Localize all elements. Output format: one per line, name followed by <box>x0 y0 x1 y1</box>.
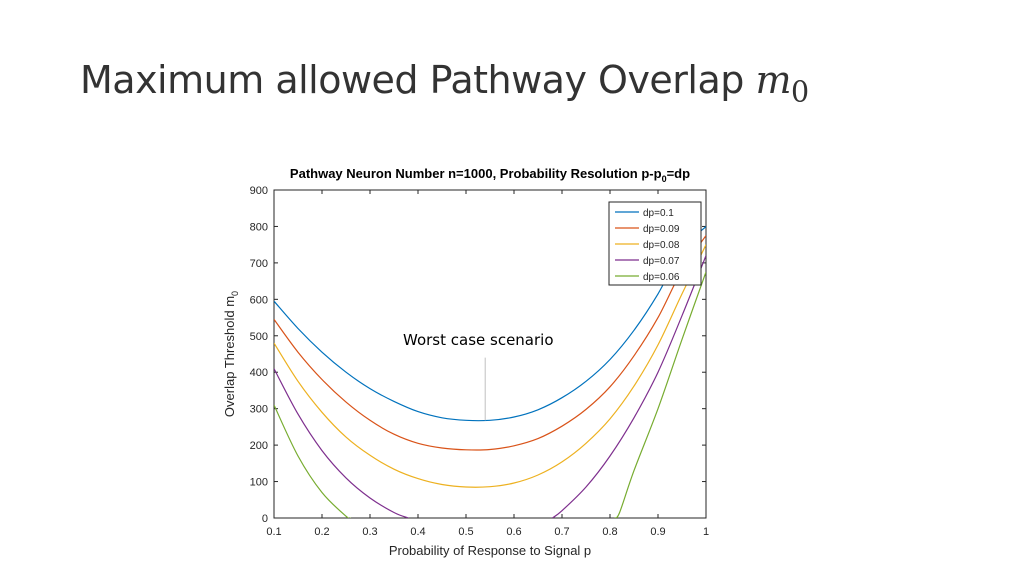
x-tick-label: 0.9 <box>650 526 665 538</box>
x-tick-label: 1 <box>703 526 709 538</box>
series-line-dp-0-07 <box>274 368 409 518</box>
y-axis-label: Overlap Threshold m0 <box>222 291 240 417</box>
x-tick-label: 0.2 <box>314 526 329 538</box>
y-tick-label: 300 <box>250 404 268 416</box>
y-tick-label: 100 <box>250 477 268 489</box>
title-math: m0 <box>755 58 809 109</box>
legend-label: dp=0.07 <box>643 256 680 267</box>
slide-title: Maximum allowed Pathway Overlap m0 <box>80 58 809 109</box>
y-tick-label: 800 <box>250 221 268 233</box>
legend-label: dp=0.09 <box>643 224 680 235</box>
y-tick-label: 200 <box>250 440 268 452</box>
y-tick-label: 600 <box>250 294 268 306</box>
x-tick-label: 0.1 <box>266 526 281 538</box>
x-tick-label: 0.7 <box>554 526 569 538</box>
series-line-dp-0-09 <box>274 235 706 451</box>
worst-case-annotation: Worst case scenario <box>403 331 554 349</box>
series-line-dp-0-07 <box>552 255 706 518</box>
y-tick-label: 500 <box>250 331 268 343</box>
x-tick-label: 0.5 <box>458 526 473 538</box>
y-tick-label: 900 <box>250 185 268 197</box>
x-tick-label: 0.4 <box>410 526 425 538</box>
series-line-dp-0-06 <box>274 404 352 518</box>
legend-label: dp=0.1 <box>643 208 674 219</box>
y-tick-label: 0 <box>262 513 268 525</box>
chart-title: Pathway Neuron Number n=1000, Probabilit… <box>290 166 690 184</box>
title-math-sub: 0 <box>791 75 809 109</box>
slide-title-text: Maximum allowed Pathway Overlap <box>80 58 756 102</box>
series-line-dp-0-08 <box>274 244 706 488</box>
legend-label: dp=0.06 <box>643 272 680 283</box>
series-group <box>274 225 706 518</box>
y-tick-label: 400 <box>250 367 268 379</box>
x-tick-label: 0.8 <box>602 526 617 538</box>
legend-label: dp=0.08 <box>643 240 680 251</box>
title-math-base: m <box>755 58 792 102</box>
x-axis-label: Probability of Response to Signal p <box>389 543 591 558</box>
y-tick-label: 700 <box>250 258 268 270</box>
x-tick-label: 0.3 <box>362 526 377 538</box>
x-tick-label: 0.6 <box>506 526 521 538</box>
series-line-dp-0-06 <box>614 271 706 518</box>
series-line-dp-0-1 <box>274 225 706 422</box>
